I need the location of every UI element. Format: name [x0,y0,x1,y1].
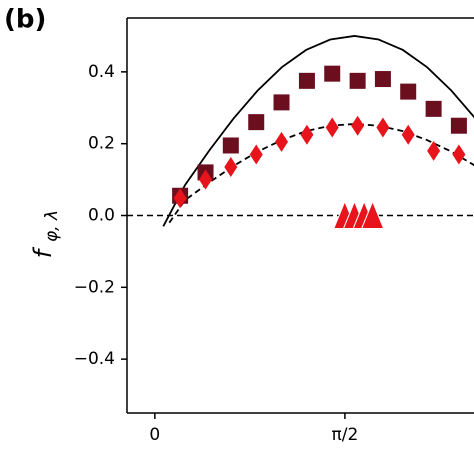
square-point [248,114,265,131]
square-point [324,65,341,82]
curve [168,123,474,224]
square-point [425,100,442,117]
diamond-point [199,169,213,190]
curve [162,35,474,227]
diamond-point [452,144,466,165]
y-tick-label: −0.4 [74,349,115,369]
plot-area [127,35,474,229]
diamond-point [300,124,314,145]
square-point [400,83,417,100]
diamond-point [376,117,390,138]
diamond-point [427,140,441,161]
y-tick-label: −0.2 [74,277,115,297]
y-label-sub: φ, λ [42,210,62,242]
y-label-main: f [29,246,57,258]
diamond-point [325,117,339,138]
diamond-point [224,157,238,178]
square-point [273,94,290,111]
diamond-point [401,124,415,145]
y-axis-label: f φ, λ [29,210,62,258]
y-tick-label: 0.4 [88,62,115,82]
square-point [298,72,315,89]
diamond-point [351,115,365,136]
x-tick-label: π/2 [332,425,359,445]
x-tick-label: 0 [149,425,160,445]
diamond-point [173,188,187,209]
y-tick-label: 0.0 [88,206,115,226]
diamond-point [249,144,263,165]
square-point [374,71,391,88]
panel-label: (b) [4,5,46,35]
square-point [349,72,366,89]
triangle-point [360,200,385,229]
y-tick-label: 0.2 [88,134,115,154]
diamond-point [275,131,289,152]
square-point [450,117,467,134]
square-point [222,137,239,154]
